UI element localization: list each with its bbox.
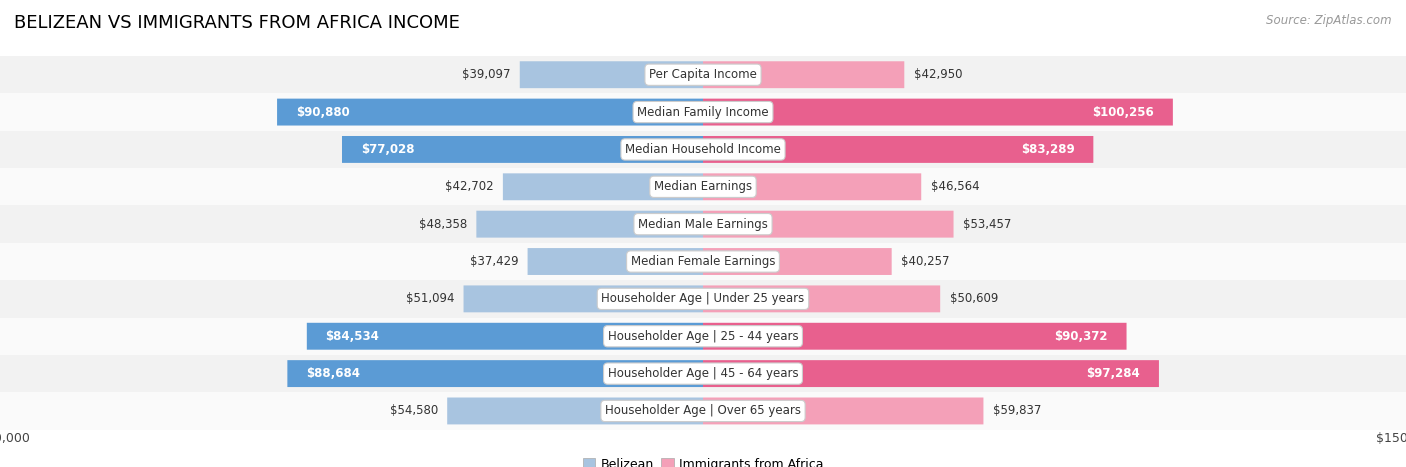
Bar: [0, 56, 1406, 93]
Text: Median Female Earnings: Median Female Earnings: [631, 255, 775, 268]
FancyBboxPatch shape: [703, 323, 1126, 350]
Text: $97,284: $97,284: [1087, 367, 1140, 380]
FancyBboxPatch shape: [703, 99, 1173, 126]
Text: $54,580: $54,580: [389, 404, 437, 417]
Text: $42,702: $42,702: [444, 180, 494, 193]
Text: $84,534: $84,534: [326, 330, 380, 343]
Bar: [0, 168, 1406, 205]
FancyBboxPatch shape: [307, 323, 703, 350]
FancyBboxPatch shape: [703, 173, 921, 200]
Text: $37,429: $37,429: [470, 255, 519, 268]
Bar: [0, 280, 1406, 318]
Text: $51,094: $51,094: [406, 292, 454, 305]
Bar: [0, 318, 1406, 355]
Bar: [0, 355, 1406, 392]
Bar: [0, 93, 1406, 131]
Bar: [0, 392, 1406, 430]
Text: BELIZEAN VS IMMIGRANTS FROM AFRICA INCOME: BELIZEAN VS IMMIGRANTS FROM AFRICA INCOM…: [14, 14, 460, 32]
Text: Householder Age | 25 - 44 years: Householder Age | 25 - 44 years: [607, 330, 799, 343]
Text: $42,950: $42,950: [914, 68, 962, 81]
Bar: [0, 205, 1406, 243]
Text: Per Capita Income: Per Capita Income: [650, 68, 756, 81]
FancyBboxPatch shape: [342, 136, 703, 163]
Text: Median Earnings: Median Earnings: [654, 180, 752, 193]
FancyBboxPatch shape: [703, 61, 904, 88]
Text: $53,457: $53,457: [963, 218, 1011, 231]
Text: $90,880: $90,880: [295, 106, 350, 119]
FancyBboxPatch shape: [703, 397, 983, 425]
Bar: [0, 131, 1406, 168]
FancyBboxPatch shape: [503, 173, 703, 200]
FancyBboxPatch shape: [477, 211, 703, 238]
Text: Householder Age | Over 65 years: Householder Age | Over 65 years: [605, 404, 801, 417]
FancyBboxPatch shape: [703, 211, 953, 238]
FancyBboxPatch shape: [464, 285, 703, 312]
Text: $59,837: $59,837: [993, 404, 1042, 417]
Text: $50,609: $50,609: [949, 292, 998, 305]
FancyBboxPatch shape: [287, 360, 703, 387]
Text: $90,372: $90,372: [1054, 330, 1108, 343]
FancyBboxPatch shape: [703, 248, 891, 275]
FancyBboxPatch shape: [703, 285, 941, 312]
FancyBboxPatch shape: [447, 397, 703, 425]
Text: $48,358: $48,358: [419, 218, 467, 231]
FancyBboxPatch shape: [527, 248, 703, 275]
FancyBboxPatch shape: [703, 136, 1094, 163]
Text: $88,684: $88,684: [307, 367, 360, 380]
Text: $83,289: $83,289: [1021, 143, 1074, 156]
Text: Householder Age | 45 - 64 years: Householder Age | 45 - 64 years: [607, 367, 799, 380]
Text: Source: ZipAtlas.com: Source: ZipAtlas.com: [1267, 14, 1392, 27]
Text: Median Male Earnings: Median Male Earnings: [638, 218, 768, 231]
Text: Median Family Income: Median Family Income: [637, 106, 769, 119]
Text: $100,256: $100,256: [1092, 106, 1154, 119]
Bar: [0, 243, 1406, 280]
Text: Median Household Income: Median Household Income: [626, 143, 780, 156]
FancyBboxPatch shape: [520, 61, 703, 88]
FancyBboxPatch shape: [277, 99, 703, 126]
Text: Householder Age | Under 25 years: Householder Age | Under 25 years: [602, 292, 804, 305]
Text: $40,257: $40,257: [901, 255, 949, 268]
FancyBboxPatch shape: [703, 360, 1159, 387]
Legend: Belizean, Immigrants from Africa: Belizean, Immigrants from Africa: [578, 453, 828, 467]
Text: $46,564: $46,564: [931, 180, 979, 193]
Text: $39,097: $39,097: [463, 68, 510, 81]
Text: $77,028: $77,028: [361, 143, 415, 156]
